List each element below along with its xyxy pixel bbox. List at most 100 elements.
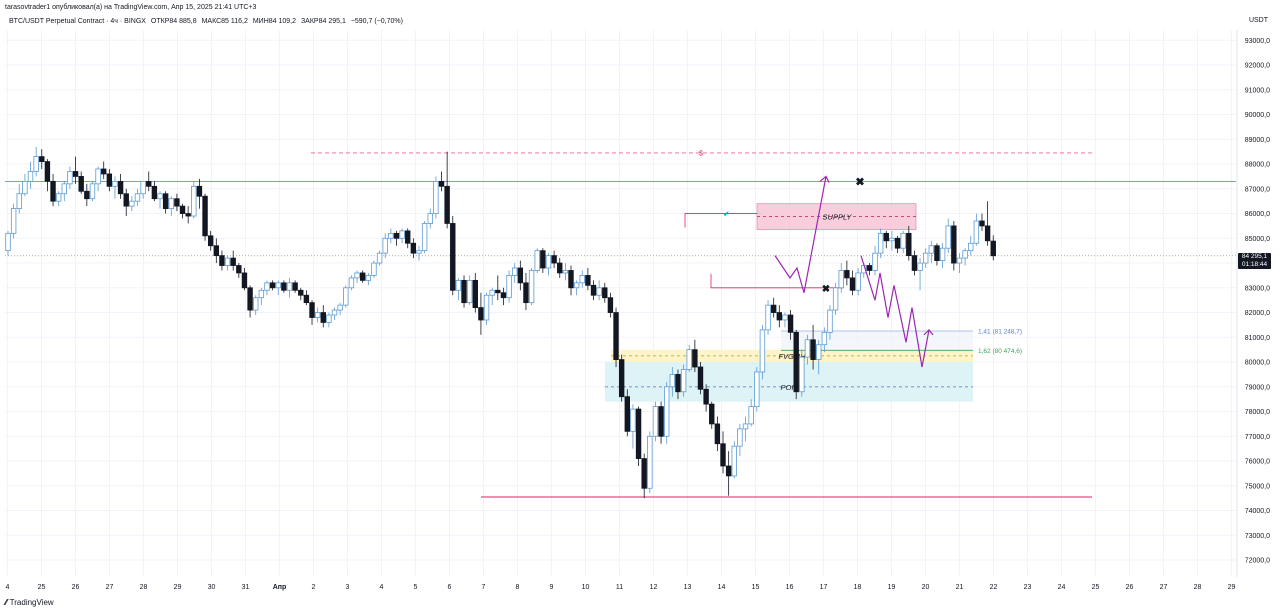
candle-body[interactable] [607, 297, 614, 313]
candle-body[interactable] [911, 255, 918, 271]
candle-body[interactable] [725, 465, 732, 477]
candle-body[interactable] [528, 270, 535, 304]
candle-body[interactable] [202, 195, 208, 237]
candle-body[interactable] [461, 279, 467, 304]
candle-body[interactable] [50, 180, 56, 202]
candle-body[interactable] [562, 270, 569, 274]
candle-body[interactable] [140, 180, 146, 195]
candle-body[interactable] [703, 388, 709, 405]
candle-body[interactable] [922, 252, 929, 264]
candle-body[interactable] [39, 156, 45, 162]
candle-body[interactable] [495, 289, 501, 294]
candle-body[interactable] [630, 408, 636, 432]
candle-body[interactable] [61, 183, 67, 195]
candle-body[interactable] [883, 232, 889, 242]
candle-body[interactable] [191, 185, 197, 217]
candle-body[interactable] [765, 304, 771, 331]
candle-body[interactable] [168, 198, 174, 209]
candle-body[interactable] [737, 428, 743, 447]
candle-body[interactable] [112, 180, 118, 187]
candle-body[interactable] [241, 272, 248, 289]
candle-body[interactable] [838, 270, 844, 289]
candle-body[interactable] [872, 252, 878, 271]
candle-body[interactable] [917, 262, 923, 271]
candle-body[interactable] [89, 183, 96, 200]
candle-body[interactable] [821, 331, 828, 346]
candle-body[interactable] [483, 294, 490, 321]
candle-body[interactable] [298, 289, 304, 296]
candle-body[interactable] [162, 193, 169, 210]
candle-body[interactable] [281, 282, 287, 291]
candle-body[interactable] [303, 294, 310, 304]
candle-body[interactable] [365, 275, 372, 281]
candle-body[interactable] [337, 304, 343, 311]
candle-body[interactable] [641, 458, 647, 489]
candle-body[interactable] [984, 225, 991, 242]
candle-body[interactable] [320, 312, 326, 323]
candle-body[interactable] [709, 403, 715, 425]
candle-body[interactable] [770, 304, 777, 313]
candle-body[interactable] [72, 171, 79, 177]
candle-body[interactable] [776, 312, 783, 321]
candle-body[interactable] [804, 339, 811, 358]
candle-body[interactable] [866, 265, 873, 271]
candle-body[interactable] [78, 176, 84, 192]
candle-body[interactable] [534, 250, 540, 271]
candle-body[interactable] [258, 289, 265, 299]
footer-brand[interactable]: ⁄⁄ TradingView [5, 598, 54, 607]
candle-body[interactable] [692, 349, 698, 368]
candle-body[interactable] [579, 275, 585, 284]
candle-body[interactable] [478, 307, 484, 321]
candle-body[interactable] [151, 185, 158, 200]
candle-body[interactable] [793, 331, 799, 393]
candle-body[interactable] [433, 180, 439, 214]
candle-body[interactable] [84, 190, 90, 200]
candle-body[interactable] [956, 257, 963, 264]
candle-body[interactable] [652, 406, 659, 437]
candle-body[interactable] [269, 282, 276, 289]
candle-body[interactable] [832, 287, 839, 311]
candle-body[interactable] [348, 277, 355, 289]
candle-body[interactable] [540, 250, 546, 269]
candle-body[interactable] [224, 257, 231, 266]
candle-body[interactable] [134, 193, 141, 202]
candle-body[interactable] [292, 282, 298, 291]
candle-body[interactable] [371, 262, 377, 276]
candle-body[interactable] [742, 423, 749, 430]
candle-body[interactable] [219, 255, 225, 266]
candle-body[interactable] [590, 284, 597, 296]
candle-body[interactable] [939, 247, 946, 261]
candle-body[interactable] [613, 312, 619, 360]
candle-body[interactable] [44, 161, 51, 182]
candle-body[interactable] [664, 386, 670, 437]
candle-body[interactable] [523, 282, 529, 304]
candle-body[interactable] [816, 344, 822, 360]
candle-body[interactable] [799, 356, 805, 393]
candle-body[interactable] [500, 292, 507, 299]
candle-body[interactable] [174, 198, 180, 207]
candle-body[interactable] [146, 180, 152, 187]
candle-body[interactable] [697, 366, 704, 390]
candle-body[interactable] [309, 302, 315, 318]
candle-body[interactable] [410, 242, 417, 254]
candle-body[interactable] [855, 272, 861, 291]
candle-body[interactable] [951, 225, 957, 264]
candle-body[interactable] [849, 277, 856, 291]
candle-body[interactable] [658, 406, 664, 437]
candle-body[interactable] [421, 223, 428, 252]
candle-body[interactable] [557, 262, 563, 274]
candle-body[interactable] [844, 270, 850, 279]
candle-body[interactable] [906, 232, 912, 257]
candle-body[interactable] [787, 314, 794, 333]
candle-body[interactable] [253, 297, 259, 311]
candle-body[interactable] [213, 245, 220, 257]
candle-body[interactable] [512, 267, 518, 276]
candle-body[interactable] [123, 193, 129, 207]
candle-body[interactable] [95, 168, 101, 185]
candle-body[interactable] [343, 287, 349, 306]
candle-body[interactable] [731, 445, 737, 477]
candle-body[interactable] [129, 200, 135, 207]
candle-body[interactable] [551, 255, 557, 264]
candle-body[interactable] [230, 257, 236, 266]
